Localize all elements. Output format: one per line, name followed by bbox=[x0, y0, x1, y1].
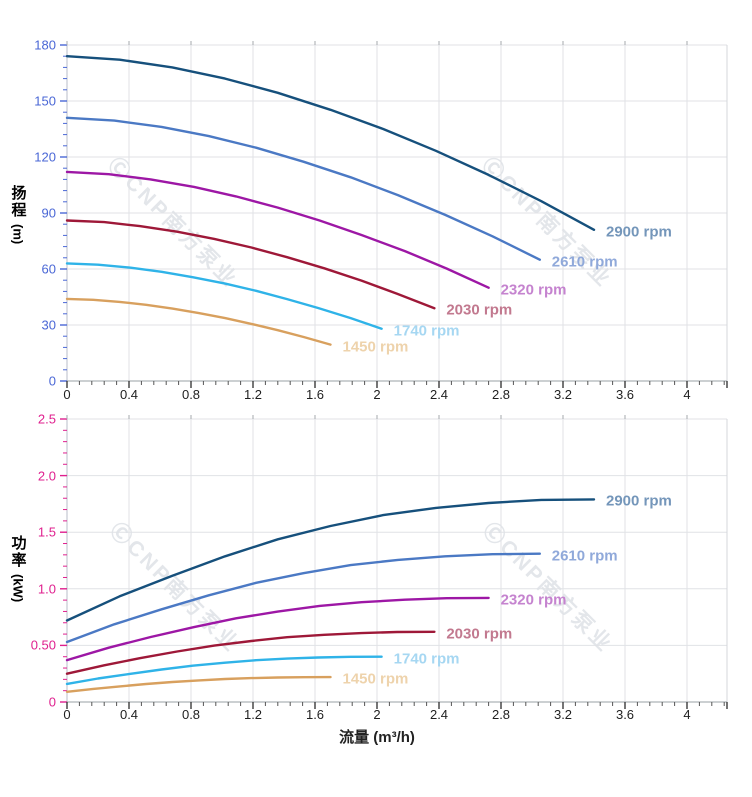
power-curve-1740-rpm bbox=[65, 655, 383, 686]
flow-axis-title: 流量 (m³/h) bbox=[339, 729, 415, 746]
head-axis-title-text: 扬程 bbox=[9, 185, 27, 219]
head-curve-1740-rpm bbox=[65, 262, 383, 330]
x-tick-label: 3.6 bbox=[615, 707, 635, 722]
power-axis-title: 功率 (kW) bbox=[9, 535, 27, 603]
head-curve-2030-rpm bbox=[65, 219, 436, 310]
head-axis-unit: (m) bbox=[10, 224, 26, 245]
x-tick-label: 3.2 bbox=[553, 707, 573, 722]
x-tick-label: 3.6 bbox=[615, 387, 635, 402]
head-curve-1450-rpm bbox=[65, 297, 332, 346]
x-tick-label: 2 bbox=[373, 707, 381, 722]
y-tick-label: 180 bbox=[34, 37, 56, 53]
power-curve-label-2900-rpm: 2900 rpm bbox=[606, 492, 672, 510]
head-curve-label-2030-rpm: 2030 rpm bbox=[446, 301, 513, 319]
x-tick-label: 1.6 bbox=[305, 387, 325, 402]
x-tick-label: 0 bbox=[63, 387, 71, 402]
power-curve-2610-rpm bbox=[65, 552, 541, 644]
y-tick-label: 120 bbox=[34, 149, 56, 165]
power-curve-label-2610-rpm: 2610 rpm bbox=[551, 547, 618, 565]
x-tick-label: 2.8 bbox=[491, 387, 511, 402]
power-curve-label-2030-rpm: 2030 rpm bbox=[446, 625, 513, 643]
y-tick-label: 2.5 bbox=[37, 411, 56, 427]
x-tick-label: 1.2 bbox=[243, 387, 263, 402]
x-tick-label: 2.4 bbox=[429, 707, 449, 722]
head-curve-label-1740-rpm: 1740 rpm bbox=[393, 322, 460, 340]
x-tick-label: 0.8 bbox=[181, 387, 201, 402]
x-tick-label: 4 bbox=[683, 387, 691, 402]
power-curve-2320-rpm bbox=[65, 596, 490, 662]
x-tick-label: 0.4 bbox=[119, 707, 139, 722]
y-tick-label: 2.0 bbox=[37, 468, 56, 484]
x-tick-label: 0 bbox=[63, 707, 71, 722]
power-curve-2900-rpm bbox=[65, 498, 596, 622]
power-curve-label-1740-rpm: 1740 rpm bbox=[393, 650, 460, 668]
x-tick-label: 1.6 bbox=[305, 707, 325, 722]
x-tick-label: 3.2 bbox=[553, 387, 573, 402]
x-tick-label: 0.4 bbox=[119, 387, 139, 402]
power-axis-unit: (kW) bbox=[10, 574, 26, 603]
y-tick-label: 0.50 bbox=[30, 637, 56, 653]
power-curve-label-1450-rpm: 1450 rpm bbox=[342, 670, 409, 688]
y-tick-label: 60 bbox=[41, 261, 56, 277]
head-curve-2900-rpm bbox=[65, 55, 596, 232]
power-curve-1450-rpm bbox=[65, 675, 332, 693]
x-tick-label: 2.8 bbox=[491, 707, 511, 722]
head-curve-label-2900-rpm: 2900 rpm bbox=[606, 223, 672, 241]
head-curve-2610-rpm bbox=[65, 116, 541, 261]
y-tick-label: 90 bbox=[41, 205, 56, 221]
y-tick-label: 0 bbox=[48, 694, 56, 710]
head-curve-label-2320-rpm: 2320 rpm bbox=[500, 281, 567, 299]
power-curve-label-2320-rpm: 2320 rpm bbox=[500, 591, 567, 609]
x-tick-label: 2.4 bbox=[429, 387, 449, 402]
head-curve-label-1450-rpm: 1450 rpm bbox=[342, 338, 409, 356]
head-axis-title: 扬程 (m) bbox=[9, 185, 27, 245]
y-tick-label: 30 bbox=[41, 317, 56, 333]
power-axis-title-text: 功率 bbox=[9, 535, 27, 569]
y-tick-label: 1.0 bbox=[37, 581, 56, 597]
y-tick-label: 1.5 bbox=[37, 524, 56, 540]
x-tick-label: 0.8 bbox=[181, 707, 201, 722]
head-curve-label-2610-rpm: 2610 rpm bbox=[551, 253, 618, 271]
power-curve-2030-rpm bbox=[65, 630, 436, 675]
x-tick-label: 1.2 bbox=[243, 707, 263, 722]
x-tick-label: 4 bbox=[683, 707, 691, 722]
y-tick-label: 0 bbox=[48, 373, 56, 389]
head-curve-2320-rpm bbox=[65, 170, 490, 289]
y-tick-label: 150 bbox=[34, 93, 56, 109]
x-tick-label: 2 bbox=[373, 387, 381, 402]
